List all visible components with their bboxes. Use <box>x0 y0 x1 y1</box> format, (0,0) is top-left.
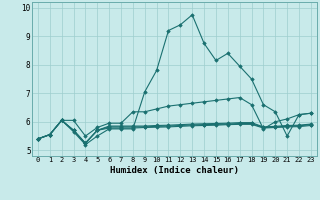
X-axis label: Humidex (Indice chaleur): Humidex (Indice chaleur) <box>110 166 239 175</box>
